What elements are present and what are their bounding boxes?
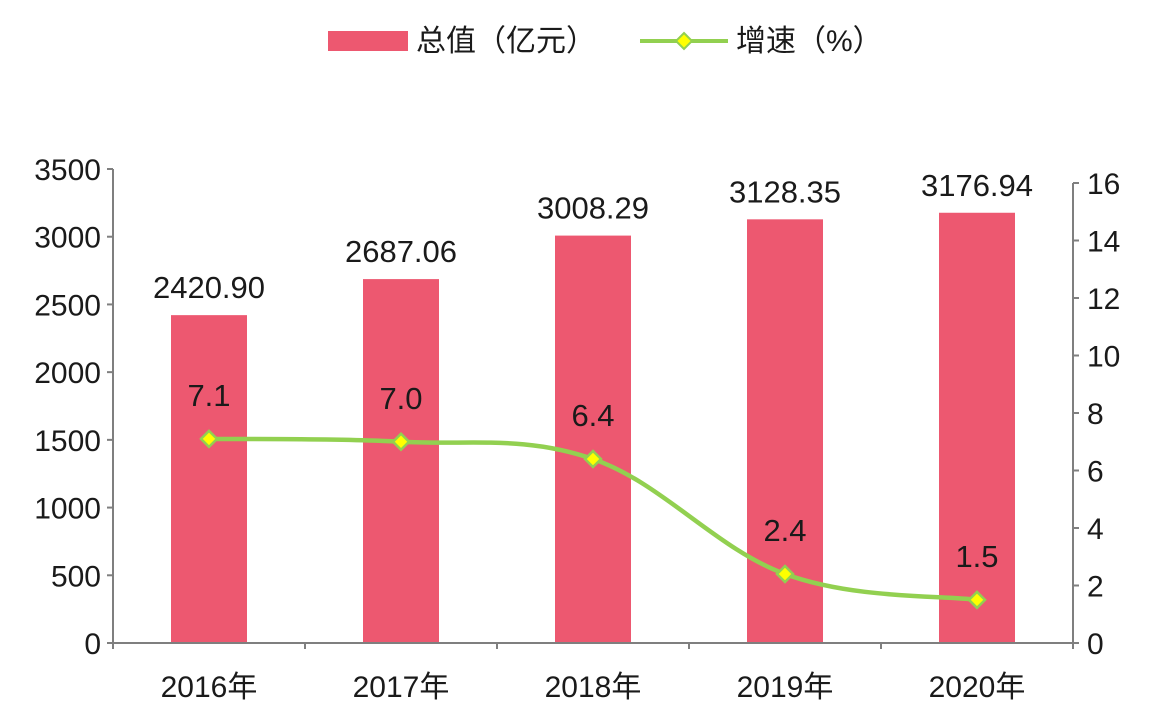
bar [363, 279, 439, 643]
line-point [775, 564, 795, 584]
bar-series [171, 212, 1015, 643]
bar [555, 235, 631, 643]
y-right-tick-label: 10 [1087, 341, 1120, 374]
y-right-tick-label: 14 [1087, 226, 1120, 259]
line-value-label: 7.1 [187, 378, 230, 413]
legend: 总值（亿元） 增速（%） [328, 25, 883, 58]
line-value-label: 1.5 [955, 539, 998, 574]
y-left-tick-label: 2000 [34, 357, 101, 390]
axes: 0 500 1000 1500 2000 2500 3000 3500 0 2 4 6 8 10 12 14 1… [34, 154, 1120, 704]
line-point [967, 590, 987, 610]
y-right-tick-label: 12 [1087, 283, 1120, 316]
bar [171, 315, 247, 643]
x-tick-label: 2016年 [161, 671, 258, 704]
bar-value-label: 3128.35 [729, 174, 841, 209]
y-left-tick-label: 1000 [34, 493, 101, 526]
bar-value-label: 3008.29 [537, 191, 649, 226]
line-series [199, 429, 987, 610]
line-value-label: 2.4 [763, 513, 806, 548]
y-right-tick-label: 16 [1087, 168, 1120, 201]
x-tick-label: 2020年 [929, 671, 1026, 704]
line-point [391, 431, 411, 452]
bar-value-label: 2687.06 [345, 234, 457, 269]
bar-value-label: 3176.94 [921, 168, 1033, 203]
y-left-tick-label: 0 [84, 628, 101, 661]
line-value-label: 6.4 [571, 398, 614, 433]
x-tick-label: 2019年 [737, 671, 834, 704]
legend-marker [674, 31, 694, 51]
bar [939, 212, 1015, 643]
y-left-tick-label: 3500 [34, 154, 101, 187]
y-right-tick-label: 4 [1087, 513, 1104, 546]
y-left-tick-label: 1500 [34, 425, 101, 458]
bar-value-label: 2420.90 [153, 270, 265, 305]
line-point [199, 429, 219, 449]
y-right-tick-label: 0 [1087, 628, 1104, 661]
y-left-tick-label: 2500 [34, 289, 101, 322]
y-left-tick-label: 500 [51, 560, 101, 593]
y-right-tick-label: 2 [1087, 571, 1104, 604]
legend-label-line: 增速（%） [736, 25, 883, 58]
y-right-tick-label: 6 [1087, 456, 1104, 489]
x-tick-label: 2018年 [545, 671, 642, 704]
line-point [583, 449, 603, 469]
legend-swatch-bar [328, 31, 408, 51]
legend-label-bar: 总值（亿元） [416, 25, 596, 58]
data-labels: 2420.90 2687.06 3008.29 3128.35 3176.94 7.1 7.… [153, 168, 1033, 574]
x-tick-label: 2017年 [353, 671, 450, 704]
y-left-tick-label: 3000 [34, 222, 101, 255]
line-value-label: 7.0 [379, 381, 422, 416]
y-right-tick-label: 8 [1087, 398, 1104, 431]
